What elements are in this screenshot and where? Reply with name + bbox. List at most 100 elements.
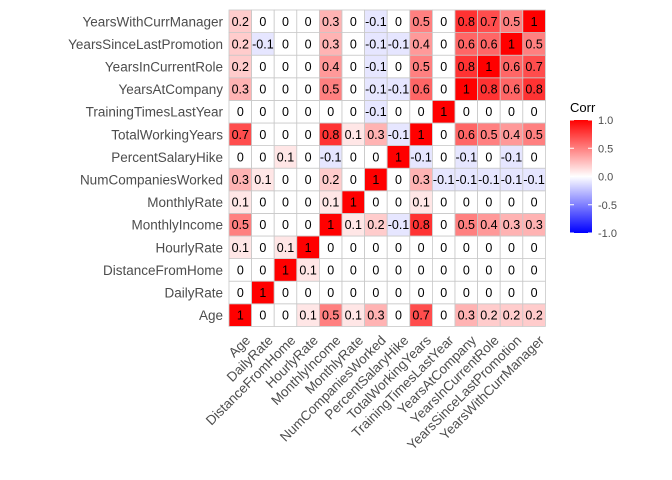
cell-value-label: 0.5: [458, 218, 475, 232]
cell-value-label: 0: [259, 263, 266, 277]
cell-value-label: 0: [305, 150, 312, 164]
cell-value-label: 0.3: [322, 37, 339, 51]
cell-value-label: 0: [418, 286, 425, 300]
cell-value-label: 0: [372, 263, 379, 277]
cell-value-label: 0: [305, 173, 312, 187]
cell-value-label: -0.1: [320, 150, 342, 164]
cell-value-label: 0.8: [322, 128, 339, 142]
cell-value-label: 1: [305, 241, 312, 255]
cell-value-label: 0: [395, 241, 402, 255]
cell-value-label: 0: [305, 60, 312, 74]
cell-value-label: 0.3: [322, 15, 339, 29]
cell-value-label: -0.1: [365, 83, 387, 97]
cell-value-label: 0: [259, 105, 266, 119]
cell-value-label: 0: [463, 105, 470, 119]
cell-value-label: 0: [282, 15, 289, 29]
cell-value-label: -0.1: [410, 150, 432, 164]
cell-value-label: 0.1: [345, 309, 362, 323]
cell-value-label: 0: [305, 218, 312, 232]
cell-value-label: 1: [531, 15, 538, 29]
cell-value-label: 0: [395, 173, 402, 187]
cell-value-label: 0.4: [322, 60, 339, 74]
cell-value-label: 0.1: [232, 241, 249, 255]
row-label: TotalWorkingYears: [111, 127, 223, 142]
cell-value-label: 0: [305, 37, 312, 51]
cell-value-label: 1: [259, 286, 266, 300]
cell-value-label: 0: [463, 196, 470, 210]
cell-value-label: 0.7: [412, 309, 429, 323]
cell-value-label: 0.1: [299, 263, 316, 277]
cell-value-label: 0: [282, 83, 289, 97]
cell-value-label: 0: [395, 263, 402, 277]
cell-value-label: -0.1: [365, 15, 387, 29]
cell-value-label: 0.5: [503, 15, 520, 29]
cell-value-label: 0.6: [458, 128, 475, 142]
cell-value-label: 0: [440, 196, 447, 210]
cell-value-label: 0: [327, 286, 334, 300]
cell-value-label: 0: [485, 286, 492, 300]
cell-value-label: 0: [395, 60, 402, 74]
cell-value-label: 0: [440, 241, 447, 255]
cell-value-label: 0: [282, 196, 289, 210]
cell-value-label: 0: [440, 218, 447, 232]
cell-value-label: 0: [350, 15, 357, 29]
cell-value-label: 0.8: [412, 218, 429, 232]
cell-value-label: 0: [508, 105, 515, 119]
cell-value-label: 0: [418, 263, 425, 277]
cell-value-label: 0: [327, 105, 334, 119]
cell-value-label: 0.4: [412, 37, 429, 51]
cell-value-label: 0: [282, 128, 289, 142]
cell-value-label: 0.5: [322, 83, 339, 97]
row-label: YearsSinceLastPromotion: [68, 37, 223, 52]
cell-value-label: 0.2: [232, 15, 249, 29]
cell-value-label: 0: [282, 309, 289, 323]
cell-value-label: 0: [440, 128, 447, 142]
cell-value-label: 0: [305, 286, 312, 300]
cell-value-label: -0.1: [388, 83, 410, 97]
cell-value-label: 0: [237, 150, 244, 164]
cell-value-label: 1: [508, 37, 515, 51]
cell-value-label: 1: [395, 150, 402, 164]
cell-value-label: -0.1: [433, 173, 455, 187]
cell-value-label: 0: [259, 15, 266, 29]
row-label: DailyRate: [164, 286, 223, 301]
cell-value-label: 1: [237, 309, 244, 323]
cell-value-label: 0: [350, 286, 357, 300]
cell-value-label: 0.2: [525, 309, 542, 323]
cell-value-label: 0.4: [503, 128, 520, 142]
cell-value-label: 0: [237, 286, 244, 300]
cell-value-label: 0: [531, 196, 538, 210]
cell-value-label: 0: [531, 150, 538, 164]
row-label: YearsWithCurrManager: [82, 14, 223, 29]
cell-value-label: 0.2: [322, 173, 339, 187]
cell-value-label: 0: [531, 105, 538, 119]
cell-value-label: 0.3: [367, 128, 384, 142]
row-label: MonthlyRate: [147, 195, 223, 210]
cell-value-label: -0.1: [501, 150, 523, 164]
cell-value-label: 0: [440, 37, 447, 51]
cell-value-label: 0: [395, 196, 402, 210]
cell-value-label: 0.3: [412, 173, 429, 187]
cell-value-label: 0: [350, 150, 357, 164]
heatmap-cell-labels: 1 0 0 0.1 0.5 0.1 0.3 0 0.7 0 0.3 0.2 0.2 0.20 1 0 0 0 0 0 0…: [232, 15, 545, 323]
cell-value-label: 0: [531, 286, 538, 300]
cell-value-label: 0.5: [412, 60, 429, 74]
cell-value-label: 0: [305, 105, 312, 119]
cell-value-label: 0.1: [277, 150, 294, 164]
heatmap-col-labels: AgeDailyRateDistanceFromHomeHourlyRateMo…: [203, 332, 547, 452]
cell-value-label: -0.1: [388, 218, 410, 232]
cell-value-label: 0: [418, 241, 425, 255]
legend-tick-label: -0.5: [598, 200, 617, 212]
cell-value-label: 0.5: [232, 218, 249, 232]
cell-value-label: 0.6: [480, 37, 497, 51]
cell-value-label: 0.8: [525, 83, 542, 97]
cell-value-label: -0.1: [365, 60, 387, 74]
cell-value-label: 0: [282, 286, 289, 300]
cell-value-label: 0: [305, 83, 312, 97]
cell-value-label: 0.5: [480, 128, 497, 142]
cell-value-label: 0: [440, 60, 447, 74]
cell-value-label: 0: [440, 83, 447, 97]
cell-value-label: 0.3: [367, 309, 384, 323]
cell-value-label: 0: [463, 286, 470, 300]
cell-value-label: 1: [372, 173, 379, 187]
